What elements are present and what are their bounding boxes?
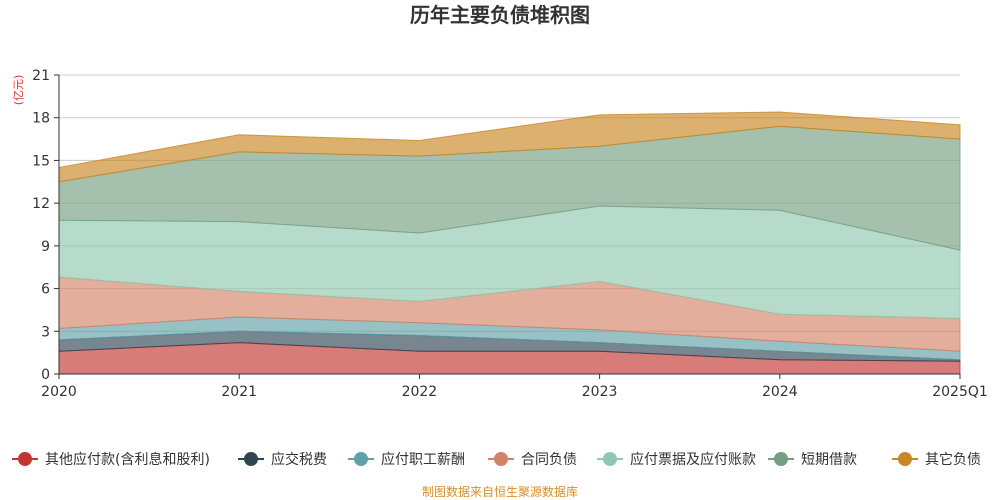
y-tick-label: 21	[32, 68, 50, 84]
x-tick-label: 2025Q1	[932, 384, 988, 400]
legend-label: 应交税费	[271, 451, 327, 468]
legend-label: 应付票据及应付账款	[630, 451, 756, 468]
legend-item-1[interactable]: 应交税费	[238, 451, 327, 468]
legend-item-4[interactable]: 应付票据及应付账款	[597, 451, 756, 468]
y-tick-label: 6	[41, 282, 50, 298]
y-tick-label: 12	[32, 196, 50, 212]
legend: 其他应付款(含利息和股利) 应交税费 应付职工薪酬 合同负债 应付票据及应付账款 短期借款…	[12, 451, 981, 468]
legend-item-3[interactable]: 合同负债	[488, 452, 577, 468]
y-tick-label: 0	[41, 367, 50, 383]
x-tick-label: 2022	[402, 384, 438, 400]
legend-item-0[interactable]: 其他应付款(含利息和股利)	[12, 451, 210, 468]
series-areas	[58, 111, 961, 375]
y-tick-label: 18	[32, 111, 50, 127]
legend-marker	[18, 452, 32, 466]
legend-label: 短期借款	[801, 452, 857, 468]
legend-label: 其它负债	[925, 451, 981, 468]
x-tick-label: 2021	[221, 384, 257, 400]
axes: 0 3 6 9 12 15 18 21 2020 2021 2022 2023 2024 2025Q1	[32, 68, 988, 400]
legend-marker	[898, 452, 912, 466]
legend-label: 合同负债	[521, 452, 577, 468]
legend-label: 其他应付款(含利息和股利)	[45, 451, 210, 468]
y-tick-label: 9	[41, 239, 50, 255]
legend-marker	[494, 452, 508, 466]
x-tick-label: 2020	[41, 384, 77, 400]
x-tick-label: 2023	[582, 384, 618, 400]
y-tick-label: 3	[41, 324, 50, 340]
area-series-6	[58, 111, 961, 183]
y-axis-unit: (亿元)	[12, 75, 25, 106]
chart-title: 历年主要负债堆积图	[410, 3, 590, 27]
y-tick-label: 15	[32, 153, 50, 169]
legend-item-5[interactable]: 短期借款	[768, 452, 857, 468]
legend-marker	[354, 452, 368, 466]
source-note: 制图数据来自恒生聚源数据库	[422, 484, 578, 499]
legend-label: 应付职工薪酬	[381, 451, 465, 468]
legend-item-6[interactable]: 其它负债	[892, 451, 981, 468]
legend-marker	[244, 452, 258, 466]
x-tick-label: 2024	[762, 384, 798, 400]
legend-marker	[774, 452, 788, 466]
legend-item-2[interactable]: 应付职工薪酬	[348, 451, 465, 468]
legend-marker	[603, 452, 617, 466]
